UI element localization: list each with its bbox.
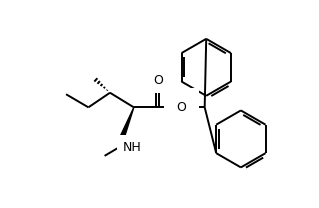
Polygon shape — [119, 107, 134, 140]
Text: O: O — [177, 101, 187, 114]
Text: NH: NH — [123, 141, 142, 154]
Text: O: O — [153, 74, 163, 87]
